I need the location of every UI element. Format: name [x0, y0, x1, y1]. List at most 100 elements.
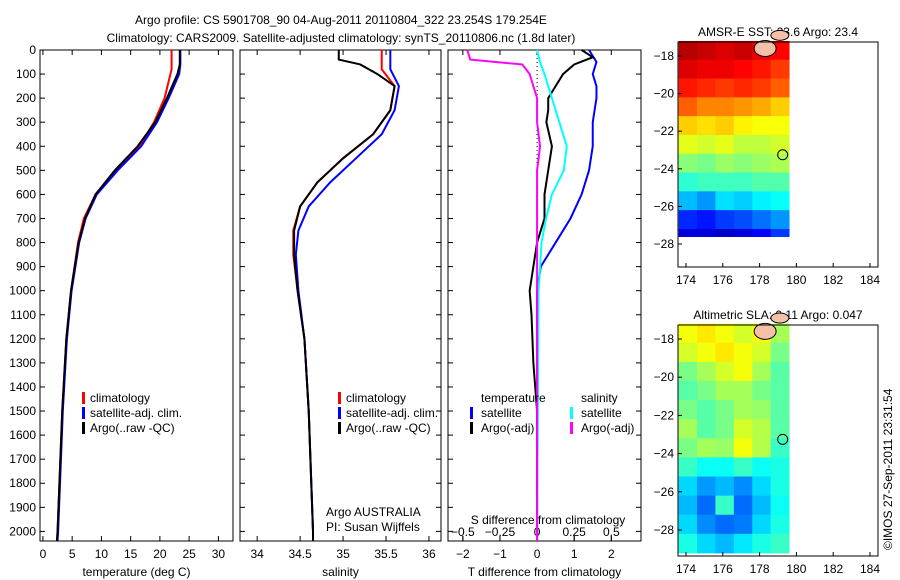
heatmap-cell	[752, 495, 772, 516]
lon-tick-label: 176	[713, 562, 733, 576]
lat-tick-label: −22	[654, 124, 675, 138]
y-tick-label: 600	[16, 187, 36, 201]
heatmap-cell	[697, 191, 716, 211]
heatmap-cell	[770, 438, 790, 458]
heatmap-cell	[678, 495, 698, 516]
heatmap-cell	[678, 438, 698, 458]
heatmap-cell	[697, 323, 716, 344]
heatmap-cell	[678, 323, 698, 344]
heatmap-cell	[752, 191, 772, 211]
y-tick-label: 0	[29, 43, 36, 57]
heatmap-cell	[697, 97, 716, 117]
heatmap-cell	[733, 172, 753, 192]
x-tick-label: 10	[95, 547, 109, 561]
heatmap-cell	[752, 361, 772, 382]
heatmap-cell	[733, 495, 753, 516]
heatmap-cell	[697, 438, 716, 458]
heatmap-cell	[752, 342, 772, 363]
legend-label: satellite	[581, 406, 622, 420]
heatmap-cell	[715, 361, 735, 382]
heatmap-cell	[733, 514, 753, 535]
x-axis-label: temperature (deg C)	[82, 565, 190, 579]
heatmap-cell	[770, 457, 790, 478]
heatmap-cell	[678, 153, 698, 174]
heatmap-cell	[697, 419, 716, 439]
x-tick-label: 15	[124, 547, 138, 561]
legend-swatch	[470, 407, 473, 419]
lon-tick-label: 180	[786, 562, 806, 576]
legend-swatch	[570, 407, 573, 419]
heatmap-cell	[770, 381, 790, 401]
lat-tick-label: −24	[654, 447, 675, 461]
heatmap-cell	[697, 134, 716, 155]
heatmap-cell	[733, 97, 753, 117]
legend-label: climatology	[90, 391, 150, 405]
lon-tick-label: 184	[860, 273, 880, 287]
legend-swatch	[82, 392, 85, 404]
heatmap-cell	[678, 40, 698, 61]
lon-tick-label: 178	[750, 562, 770, 576]
island-fiji	[770, 29, 790, 41]
legend-swatch	[338, 422, 341, 434]
heatmap-cell	[752, 210, 772, 230]
heatmap-cell	[697, 400, 716, 420]
heatmap-cell	[770, 59, 790, 80]
y-tick-label: 1700	[9, 452, 36, 466]
x-tick-label: 1	[571, 547, 578, 561]
legend-swatch	[82, 422, 85, 434]
heatmap-cell	[715, 210, 735, 230]
lon-tick-label: 182	[823, 562, 843, 576]
y-tick-label: 1800	[9, 476, 36, 490]
x-axis-label: T difference from climatology	[468, 565, 622, 579]
heatmap-cell	[733, 228, 753, 237]
legend-title: temperature	[481, 391, 546, 405]
heatmap-cell	[770, 495, 790, 516]
heatmap-cell	[752, 419, 772, 439]
x-tick-label: 30	[212, 547, 226, 561]
y-tick-label: 900	[16, 260, 36, 274]
annotation-line: PI: Susan Wijffels	[326, 520, 420, 534]
heatmap-cell	[770, 116, 790, 136]
heatmap-cell	[733, 361, 753, 382]
argo-position-marker	[777, 433, 789, 445]
heatmap-cell	[697, 78, 716, 98]
heatmap-cell	[770, 361, 790, 382]
heatmap-cell	[697, 495, 716, 516]
heatmap-cell	[697, 153, 716, 174]
lat-tick-label: −18	[654, 49, 675, 63]
y-tick-label: 500	[16, 163, 36, 177]
series-s-argo-adj-	[466, 49, 542, 541]
heatmap-cell	[697, 228, 716, 237]
x-tick-label: 34.5	[288, 547, 312, 561]
heatmap-cell	[697, 210, 716, 230]
series-satellite-adj-clim-	[56, 50, 182, 542]
map-mask	[796, 42, 878, 267]
heatmap-cell	[678, 172, 698, 192]
heatmap-cell	[678, 476, 698, 497]
x-tick-label: −1	[493, 547, 507, 561]
heatmap-cell	[678, 400, 698, 420]
island-fiji	[770, 312, 790, 324]
legend-label: Argo(-adj)	[481, 421, 534, 435]
map-frame	[677, 324, 879, 557]
heatmap-cell	[697, 457, 716, 478]
x-tick-label: 34	[250, 547, 264, 561]
y-tick-label: 1200	[9, 332, 36, 346]
heatmap-cell	[715, 78, 735, 98]
heatmap-cell	[733, 78, 753, 98]
series-argo	[293, 50, 396, 541]
lon-tick-label: 174	[676, 273, 696, 287]
heatmap-cell	[770, 419, 790, 439]
heatmap-cell	[752, 59, 772, 80]
argo-position-marker	[777, 149, 789, 161]
y-tick-label: 1300	[9, 356, 36, 370]
lat-tick-label: −20	[654, 370, 675, 384]
x-tick-label: 35.5	[374, 547, 398, 561]
map-frame	[677, 41, 879, 268]
heatmap-cell	[733, 438, 753, 458]
heatmap-cell	[678, 361, 698, 382]
heatmap-cell	[733, 40, 753, 61]
heatmap-cell	[697, 533, 716, 554]
heatmap-cell	[715, 419, 735, 439]
